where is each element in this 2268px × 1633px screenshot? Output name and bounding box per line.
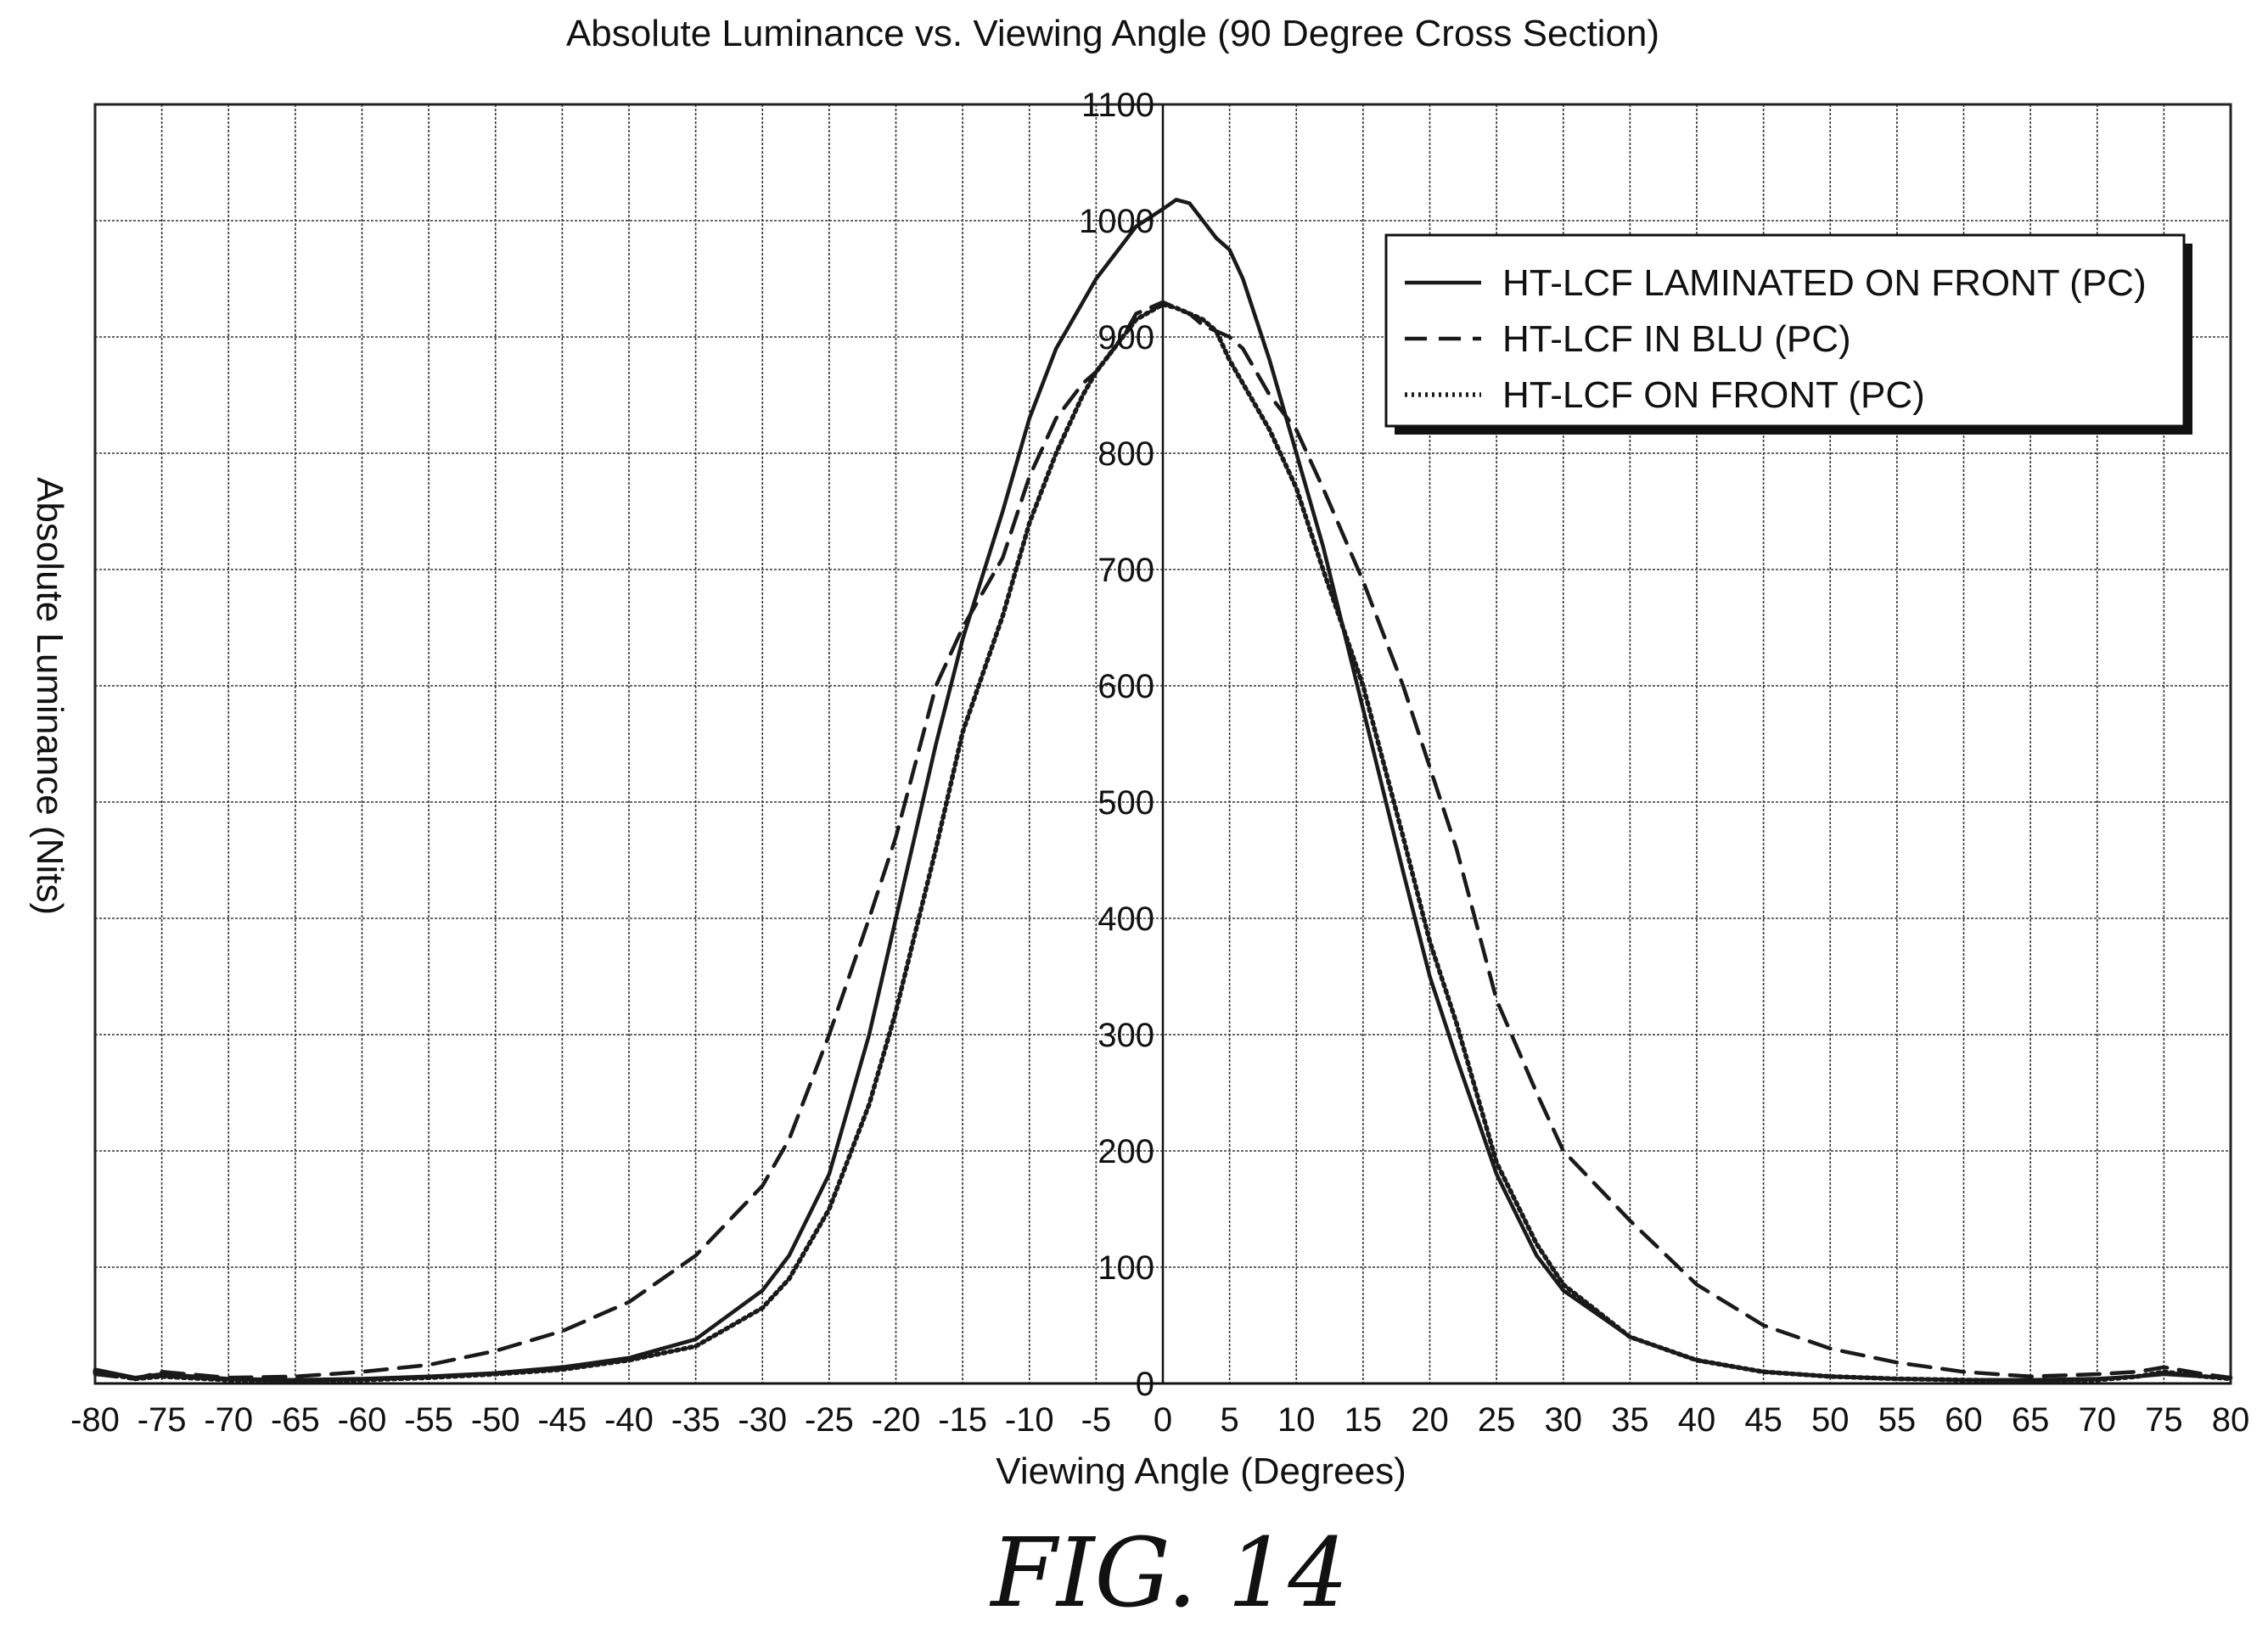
x-tick-label: 5 xyxy=(1221,1401,1239,1439)
x-tick-label: 10 xyxy=(1277,1401,1316,1439)
y-axis-title: Absolute Luminance (Nits) xyxy=(29,477,70,915)
y-tick-label: 300 xyxy=(1098,1017,1154,1054)
x-tick-label: 30 xyxy=(1545,1401,1583,1439)
x-tick-label: -60 xyxy=(338,1401,387,1439)
x-tick-label: -80 xyxy=(70,1401,120,1439)
x-tick-label: 70 xyxy=(2079,1401,2117,1439)
x-tick-label: -50 xyxy=(471,1401,520,1439)
y-tick-label: 400 xyxy=(1098,901,1154,938)
y-tick-label: 600 xyxy=(1098,668,1154,705)
x-tick-label: -55 xyxy=(404,1401,453,1439)
legend-label: HT-LCF LAMINATED ON FRONT (PC) xyxy=(1502,262,2147,304)
series-line-3 xyxy=(93,301,2233,1384)
x-tick-label: 80 xyxy=(2212,1401,2250,1439)
x-tick-label: -15 xyxy=(938,1401,987,1439)
x-tick-label: 45 xyxy=(1744,1401,1782,1439)
x-tick-label: 55 xyxy=(1878,1401,1917,1439)
x-tick-labels: -80 -75 -70 -65 -60 -55 -50 -45 -40 -35 -30 -25 -20-… xyxy=(70,1401,2249,1439)
x-tick-label: 40 xyxy=(1678,1401,1716,1439)
y-tick-label: 0 xyxy=(1136,1366,1154,1403)
legend-box xyxy=(1384,233,2186,428)
x-axis-title: Viewing Angle (Degrees) xyxy=(996,1451,1406,1492)
x-tick-label: 60 xyxy=(1945,1401,1983,1439)
y-tick-label: 700 xyxy=(1098,552,1154,589)
x-tick-label: -5 xyxy=(1081,1401,1112,1439)
figure-caption: FIG. 14 xyxy=(989,1518,1348,1629)
x-tick-label: -75 xyxy=(138,1401,187,1439)
y-tick-label: 800 xyxy=(1098,435,1154,473)
y-tick-label: 1100 xyxy=(1081,87,1154,124)
x-tick-label: 25 xyxy=(1478,1401,1516,1439)
series-group xyxy=(93,198,2233,1384)
x-tick-label: -65 xyxy=(271,1401,320,1439)
y-tick-label: 200 xyxy=(1098,1133,1154,1170)
x-tick-label: -35 xyxy=(671,1401,721,1439)
x-tick-label: 15 xyxy=(1345,1401,1383,1439)
legend: HT-LCF LAMINATED ON FRONT (PC) HT-LCF IN … xyxy=(1384,233,2192,435)
y-tick-label: 100 xyxy=(1098,1249,1154,1287)
x-tick-label: -25 xyxy=(805,1401,854,1439)
x-tick-label: 75 xyxy=(2145,1401,2183,1439)
x-tick-label: -40 xyxy=(604,1401,654,1439)
x-tick-label: 35 xyxy=(1611,1401,1649,1439)
y-tick-label: 1000 xyxy=(1079,203,1154,240)
x-tick-label: 65 xyxy=(2012,1401,2050,1439)
y-tick-label: 500 xyxy=(1098,784,1154,822)
x-tick-label: 20 xyxy=(1411,1401,1449,1439)
x-tick-label: -30 xyxy=(738,1401,787,1439)
x-tick-label: -20 xyxy=(872,1401,921,1439)
chart-title: Absolute Luminance vs. Viewing Angle (90… xyxy=(566,13,1659,54)
x-tick-label: -70 xyxy=(204,1401,253,1439)
legend-label: HT-LCF ON FRONT (PC) xyxy=(1502,374,1925,416)
x-tick-label: -45 xyxy=(537,1401,587,1439)
x-tick-label: 0 xyxy=(1154,1401,1172,1439)
y-tick-labels: 0 100 200 300 400 500 600 700 800 900 1000 1100 xyxy=(1079,87,1154,1403)
y-tick-label: 900 xyxy=(1098,319,1154,356)
legend-items: HT-LCF LAMINATED ON FRONT (PC) HT-LCF IN … xyxy=(1405,262,2147,416)
x-tick-label: 50 xyxy=(1811,1401,1850,1439)
x-tick-label: -10 xyxy=(1005,1401,1054,1439)
legend-label: HT-LCF IN BLU (PC) xyxy=(1502,318,1851,360)
